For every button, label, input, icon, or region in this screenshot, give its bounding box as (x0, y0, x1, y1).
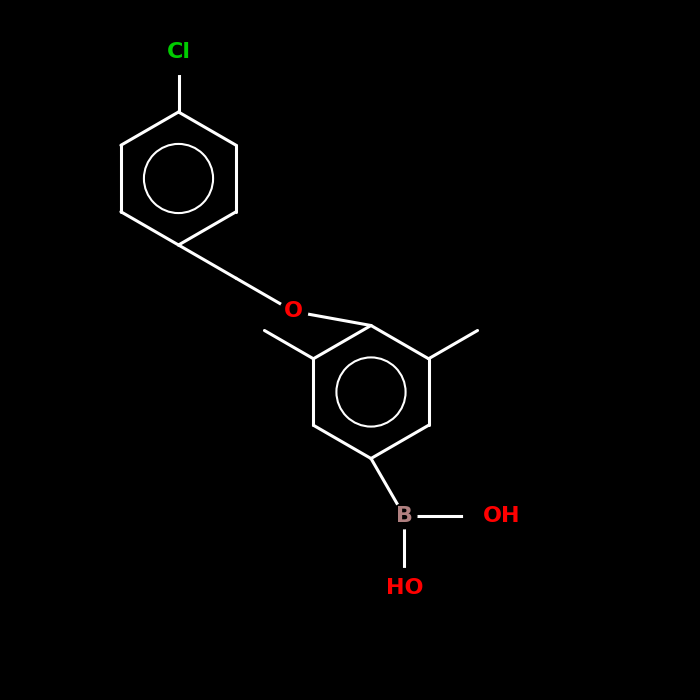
Text: B: B (395, 506, 413, 526)
Circle shape (392, 503, 417, 528)
Text: OH: OH (483, 506, 521, 526)
Circle shape (385, 568, 424, 608)
Circle shape (156, 29, 201, 74)
Circle shape (280, 298, 308, 326)
Text: O: O (284, 302, 303, 321)
Text: HO: HO (386, 578, 423, 598)
Text: Cl: Cl (167, 42, 190, 62)
Circle shape (463, 496, 503, 536)
